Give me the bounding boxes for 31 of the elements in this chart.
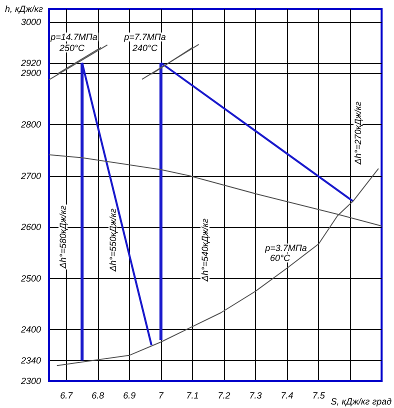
x-tick-label: 6.7	[60, 390, 74, 400]
y-tick-label: 2340	[20, 355, 41, 366]
x-tick-label: 7.2	[218, 390, 230, 400]
x-tick-label: 7.5	[312, 390, 326, 400]
annotation: Δh°=550кДж/кг	[108, 208, 118, 272]
annotation: Δh°=270кДж/кг	[353, 101, 363, 166]
annotation: p=3.7МПа	[264, 243, 307, 253]
x-axis-title: S, кДж/кг град	[330, 396, 392, 406]
annotation: Δh°=540кДж/кг	[200, 218, 210, 282]
y-tick-label: 2600	[20, 222, 41, 232]
y-tick-label: 2500	[20, 273, 41, 284]
x-tick-label: 7.3	[249, 390, 262, 400]
y-tick-label: 3000	[20, 16, 41, 27]
y-tick-label: 2400	[20, 324, 41, 335]
x-tick-label: 6.8	[92, 390, 104, 400]
y-tick-label: 2800	[20, 119, 41, 130]
annotation: p=7.7МПа	[123, 32, 166, 42]
annotation: 240°С	[131, 43, 158, 53]
y-tick-label: 2900	[20, 68, 41, 78]
annotation: 250°С	[58, 43, 86, 53]
x-tick-label: 7	[158, 390, 164, 400]
annotation: p=14.7МПа	[50, 32, 98, 42]
y-tick-label: 2300	[20, 376, 41, 386]
annotation: 60°С	[270, 253, 291, 263]
x-tick-label: 7.4	[280, 390, 294, 400]
x-tick-label: 6.9	[123, 390, 136, 400]
x-tick-label: 7.1	[186, 390, 199, 400]
y-tick-label: 2920	[20, 58, 41, 68]
y-axis-title: h, кДж/кг	[5, 4, 44, 14]
annotation: Δh°=580кДж/кг	[58, 205, 68, 270]
y-tick-label: 2700	[20, 170, 41, 181]
